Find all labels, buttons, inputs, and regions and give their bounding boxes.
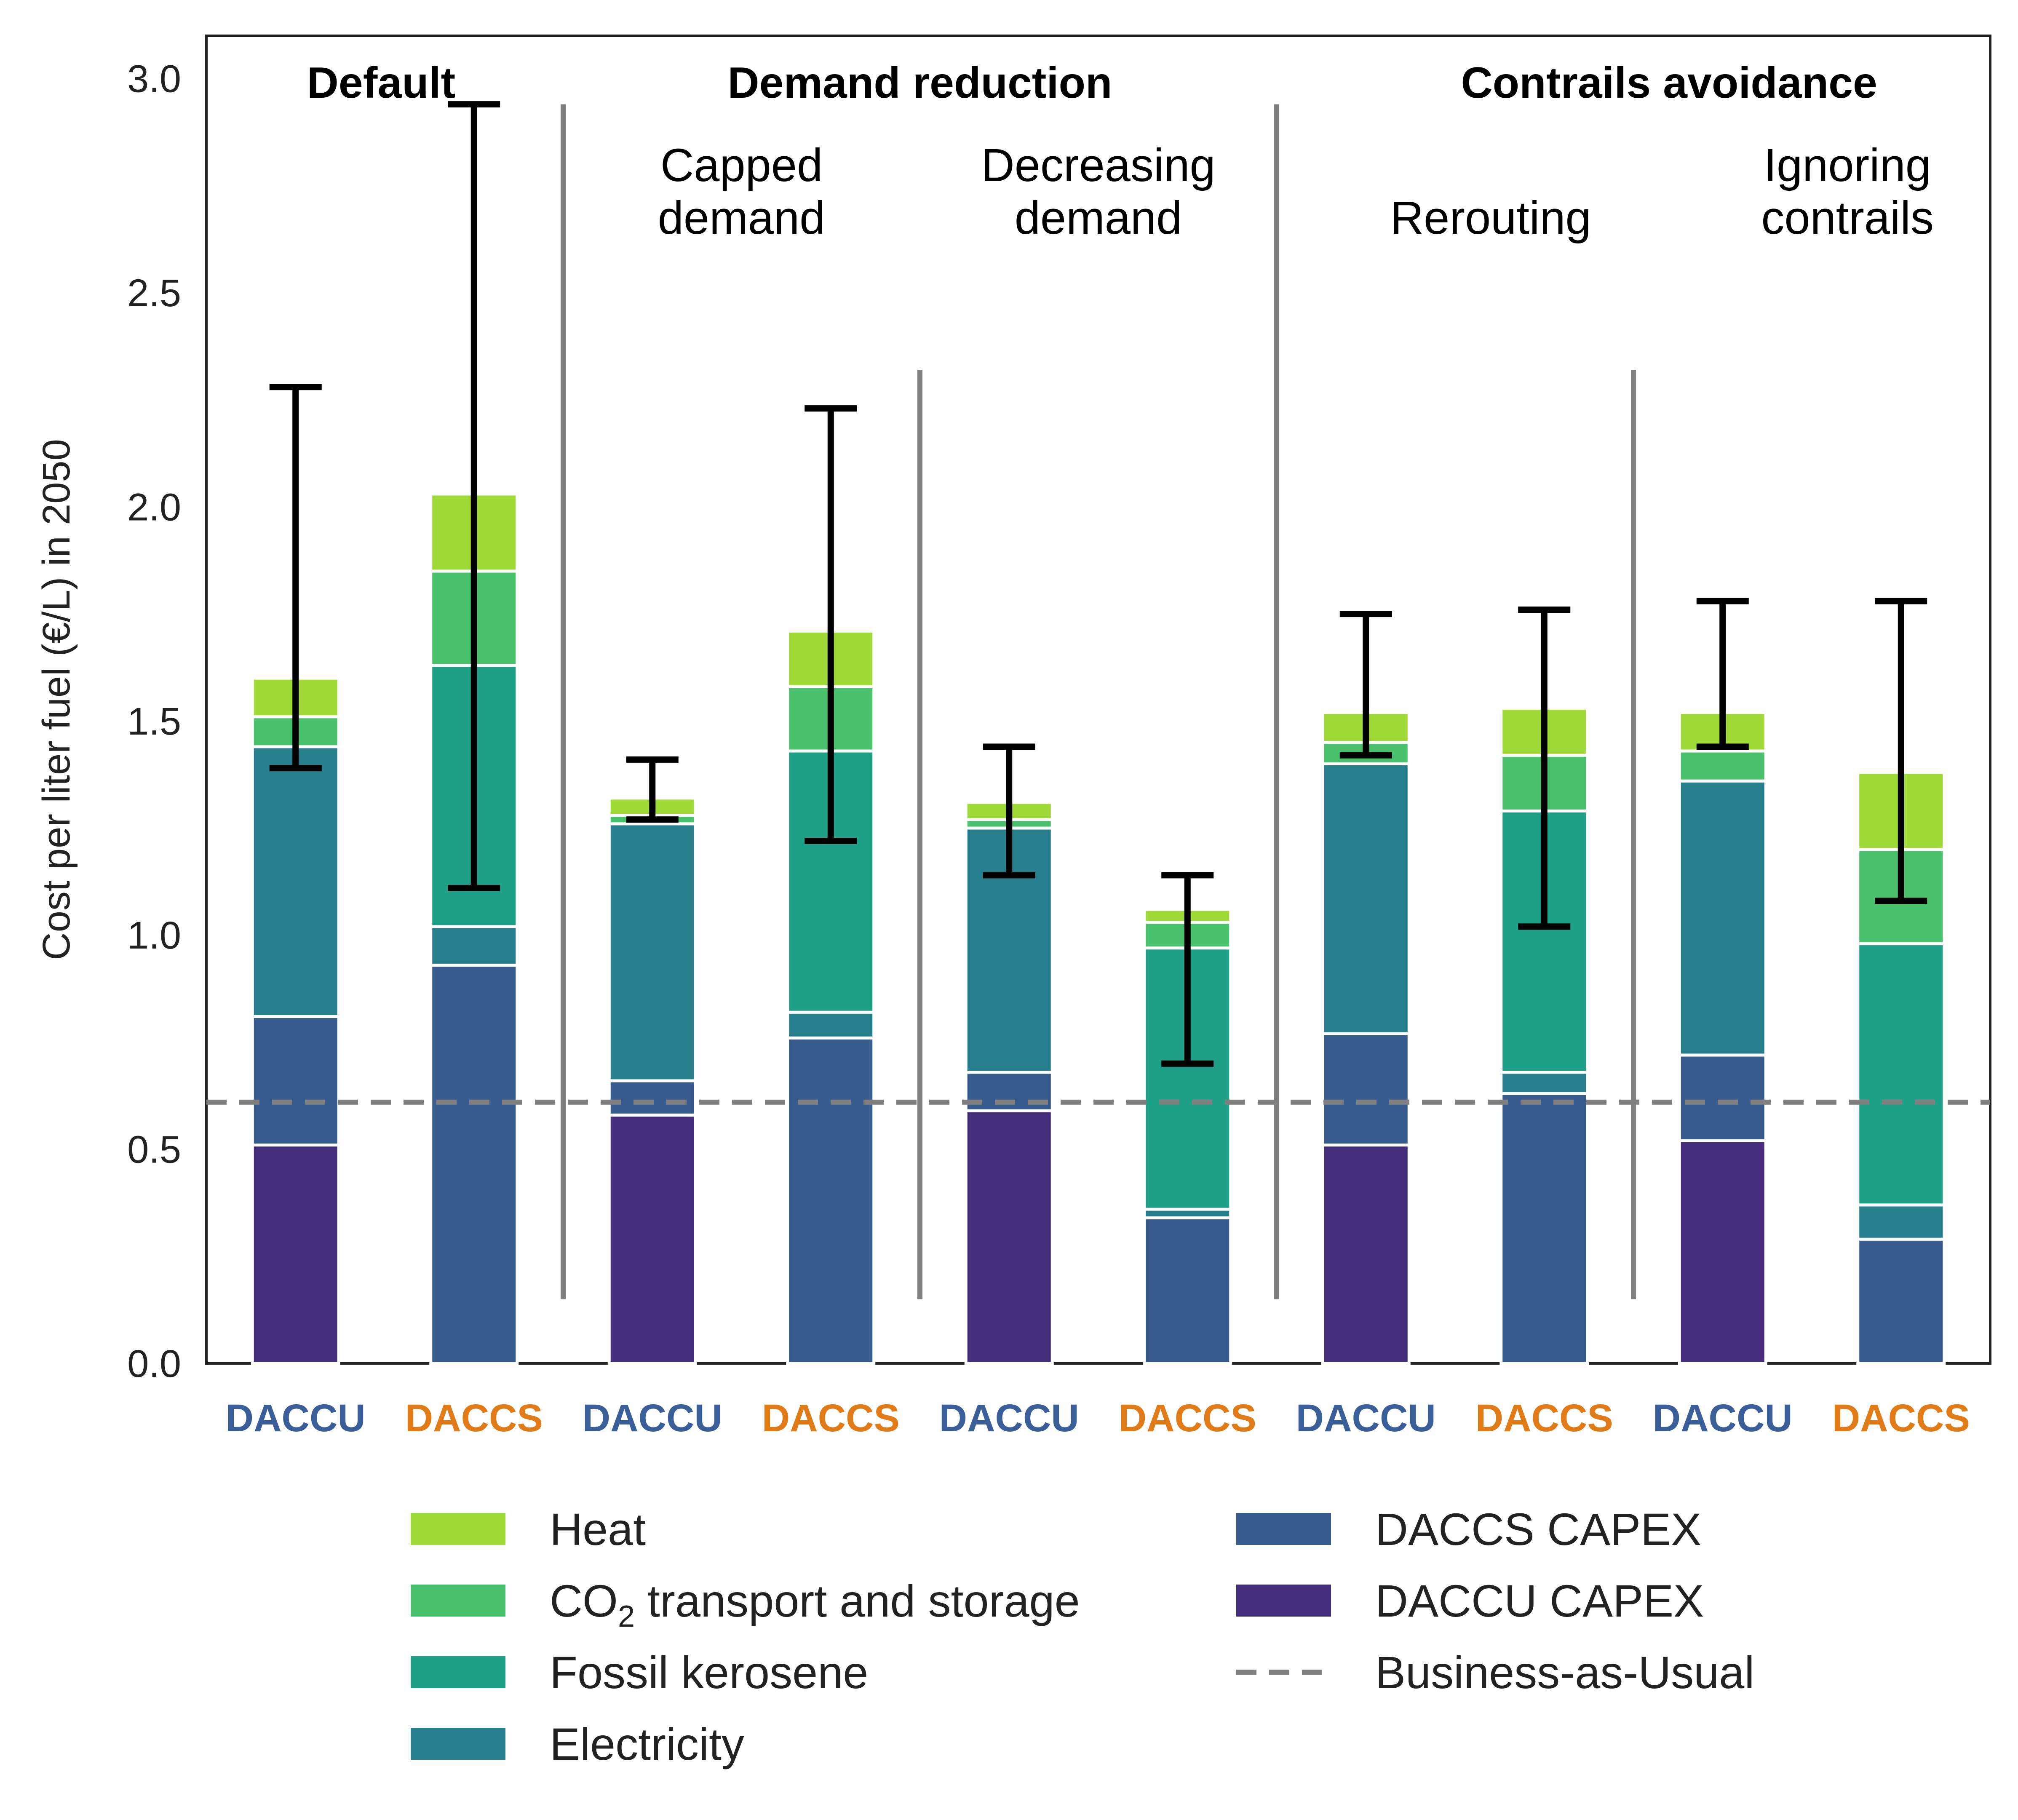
bar-segment (1678, 749, 1767, 783)
chart-labels: 0.0 0.5 1.0 1.5 2.0 2.5 3.0 Cost per liter fuel… (35, 58, 1970, 1440)
legend-swatch (411, 1656, 505, 1688)
bar-segment (607, 822, 697, 1082)
x-category-label: DACCS (405, 1397, 543, 1440)
bar-segment (429, 925, 519, 967)
legend-label: Heat (550, 1504, 646, 1555)
bar-segment (1678, 779, 1767, 1057)
bar-segment (1678, 1139, 1767, 1365)
x-category-label: DACCS (1119, 1397, 1256, 1440)
bar-segment (1856, 1237, 1946, 1365)
legend-item: CO2 transport and storage (411, 1575, 1080, 1633)
y-tick-label: 3.0 (127, 58, 181, 101)
error-bar (1518, 606, 1571, 930)
scenario-label: demand (658, 192, 826, 244)
legend-label-main: CO (550, 1575, 618, 1626)
legend-label-suffix: transport and storage (635, 1575, 1080, 1626)
x-category-label: DACCU (939, 1397, 1079, 1440)
scenario-label: Rerouting (1390, 192, 1591, 244)
error-bar (1339, 611, 1392, 759)
legend-swatch (1236, 1585, 1331, 1617)
bar-segment (786, 1010, 876, 1040)
legend-swatch (411, 1585, 505, 1617)
bar-segment (964, 1071, 1054, 1112)
legend-label: DACCS CAPEX (1375, 1504, 1701, 1555)
bar-segment (1499, 1071, 1589, 1095)
bar-segment (251, 1015, 340, 1147)
y-tick-label: 0.0 (127, 1342, 181, 1385)
legend-label: Business-as-Usual (1375, 1647, 1754, 1698)
error-bar (1875, 598, 1927, 904)
plot-frame (205, 35, 1991, 1365)
scenario-label: contrails (1761, 192, 1934, 244)
group-label: Default (307, 59, 455, 107)
legend-label-subscript: 2 (618, 1600, 635, 1633)
legend-swatch (411, 1513, 505, 1545)
plot-area (205, 35, 1991, 1365)
legend-label: Fossil kerosene (550, 1647, 868, 1698)
bar-segment (1321, 762, 1411, 1035)
bar-segment (1143, 1216, 1232, 1365)
bar-segment (251, 1143, 340, 1365)
bar-segment (607, 1079, 697, 1117)
x-category-label: DACCS (762, 1397, 900, 1440)
error-bar (626, 756, 679, 823)
x-category-label: DACCU (1653, 1397, 1793, 1440)
scenario-label: demand (1015, 192, 1182, 244)
legend: Heat CO2 transport and storage Fossil kero… (411, 1504, 1754, 1769)
bar-segment (964, 1109, 1054, 1365)
legend-swatch (411, 1728, 505, 1760)
legend-item: Fossil kerosene (411, 1647, 868, 1698)
error-bar (1161, 872, 1214, 1067)
scenario-label: Decreasing (981, 139, 1215, 191)
bar-segment (1499, 1092, 1589, 1365)
error-bar (269, 384, 322, 772)
legend-label: DACCU CAPEX (1375, 1575, 1704, 1626)
bar-segment (607, 1113, 697, 1365)
x-category-label: DACCU (583, 1397, 722, 1440)
scenario-label: Ignoring (1764, 139, 1931, 191)
legend-item: Heat (411, 1504, 646, 1555)
y-axis-label: Cost per liter fuel (€/L) in 2050 (35, 439, 78, 960)
y-tick-label: 2.0 (127, 486, 181, 529)
bar-segment (1856, 942, 1946, 1207)
bar-segment (786, 1036, 876, 1365)
bar-segment (1321, 1143, 1411, 1365)
bar-segment (429, 963, 519, 1365)
error-bar (805, 405, 857, 845)
bar-segment (1321, 1032, 1411, 1147)
x-category-label: DACCU (226, 1397, 366, 1440)
group-label: Contrails avoidance (1461, 59, 1877, 107)
legend-label: Electricity (550, 1718, 744, 1769)
x-category-label: DACCU (1296, 1397, 1436, 1440)
scenario-label: Capped (660, 139, 823, 191)
y-tick-label: 1.5 (127, 700, 181, 743)
legend-swatch (1236, 1513, 1331, 1545)
legend-item: DACCU CAPEX (1236, 1575, 1704, 1626)
legend-label: CO2 transport and storage (550, 1575, 1080, 1633)
x-category-label: DACCS (1832, 1397, 1970, 1440)
bar-segment (1678, 1053, 1767, 1142)
bar-segment (1856, 1203, 1946, 1241)
legend-item: DACCS CAPEX (1236, 1504, 1701, 1555)
bar-segment (251, 745, 340, 1018)
error-bar (448, 101, 500, 891)
error-bar (1696, 598, 1749, 750)
legend-item: Business-as-Usual (1236, 1647, 1754, 1698)
x-category-label: DACCS (1475, 1397, 1613, 1440)
legend-item: Electricity (411, 1718, 744, 1769)
group-label: Demand reduction (728, 59, 1112, 107)
y-tick-label: 2.5 (127, 272, 181, 315)
y-tick-label: 1.0 (127, 914, 181, 957)
y-tick-label: 0.5 (127, 1128, 181, 1171)
error-bar (983, 743, 1035, 879)
